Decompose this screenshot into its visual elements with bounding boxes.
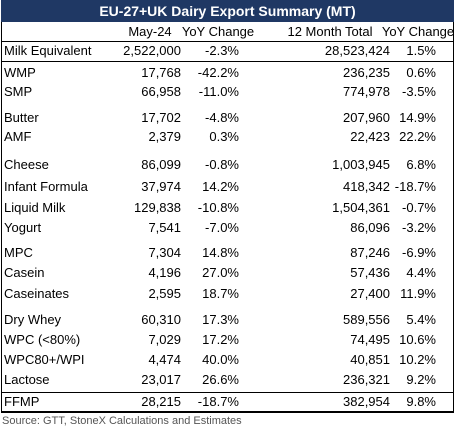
cell-value: 14.2%	[202, 179, 239, 194]
cell-value: 18.7%	[202, 286, 239, 301]
column-header: YoY Change	[381, 24, 455, 39]
cell-value: 0.3%	[209, 129, 239, 144]
cell-value: 14.9%	[399, 110, 436, 125]
cell-value: 11.9%	[400, 286, 436, 301]
cell-value: 236,235	[343, 65, 390, 80]
cell-value: 7,541	[148, 220, 181, 235]
cell-value: -0.8%	[205, 157, 239, 172]
column-header: YoY Change	[181, 24, 255, 39]
cell-value: 589,556	[343, 312, 390, 327]
cell-value: -18.7%	[197, 394, 239, 409]
row-label: Butter	[4, 110, 39, 125]
row-box	[1, 41, 454, 62]
row-label: Caseinates	[4, 286, 70, 301]
cell-value: 0.6%	[406, 65, 436, 80]
cell-value: 1,504,361	[332, 200, 390, 215]
cell-value: 2,522,000	[123, 43, 181, 58]
cell-value: 207,960	[343, 110, 390, 125]
cell-value: 4.4%	[406, 265, 436, 280]
row-label: WMP	[4, 65, 36, 80]
row-label: Cheese	[4, 157, 49, 172]
cell-value: 26.6%	[202, 372, 239, 387]
row-label: Dry Whey	[4, 312, 62, 327]
cell-value: 774,978	[343, 84, 390, 99]
row-label: AMF	[4, 129, 32, 144]
row-label: SMP	[4, 84, 33, 99]
cell-value: 28,215	[141, 394, 181, 409]
row-box	[1, 392, 454, 413]
cell-value: 27.0%	[202, 265, 239, 280]
cell-value: 17.2%	[202, 332, 239, 347]
cell-value: 236,321	[343, 372, 390, 387]
cell-value: 10.6%	[399, 332, 436, 347]
table-title: EU-27+UK Dairy Export Summary (MT)	[1, 0, 454, 22]
cell-value: 66,958	[141, 84, 181, 99]
cell-value: 14.8%	[202, 245, 239, 260]
row-label: Yogurt	[4, 220, 42, 235]
cell-value: 74,495	[350, 332, 390, 347]
cell-value: -3.5%	[402, 84, 436, 99]
cell-value: 17,768	[141, 65, 181, 80]
cell-value: 2,595	[148, 286, 181, 301]
cell-value: -4.8%	[205, 110, 239, 125]
cell-value: 86,096	[350, 220, 390, 235]
cell-value: 1.5%	[406, 43, 436, 58]
cell-value: -11.0%	[198, 84, 239, 99]
cell-value: 60,310	[141, 312, 181, 327]
row-label: Milk Equivalent	[4, 43, 92, 58]
cell-value: -10.8%	[197, 200, 239, 215]
cell-value: 4,474	[148, 352, 181, 367]
cell-value: -0.7%	[402, 200, 436, 215]
cell-value: 57,436	[350, 265, 390, 280]
cell-value: 4,196	[148, 265, 181, 280]
cell-value: 7,029	[148, 332, 181, 347]
cell-value: 17.3%	[202, 312, 239, 327]
cell-value: -6.9%	[402, 245, 436, 260]
cell-value: 27,400	[350, 286, 390, 301]
cell-value: 23,017	[141, 372, 181, 387]
row-label: Lactose	[4, 372, 50, 387]
cell-value: -18.7%	[394, 179, 436, 194]
cell-value: 6.8%	[406, 157, 436, 172]
cell-value: 22.2%	[399, 129, 436, 144]
row-label: FFMP	[4, 394, 40, 409]
cell-value: 129,838	[134, 200, 181, 215]
column-header: 12 Month Total	[287, 24, 373, 39]
cell-value: 22,423	[350, 129, 390, 144]
row-label: Casein	[4, 265, 45, 280]
row-label: WPC80+/WPI	[4, 352, 85, 367]
cell-value: 86,099	[141, 157, 181, 172]
cell-value: 10.2%	[399, 352, 436, 367]
cell-value: 9.8%	[406, 394, 436, 409]
cell-value: 40.0%	[202, 352, 239, 367]
cell-value: 7,304	[148, 245, 181, 260]
cell-value: -42.2%	[197, 65, 239, 80]
row-label: Infant Formula	[4, 179, 88, 194]
cell-value: 87,246	[350, 245, 390, 260]
source-note: Source: GTT, StoneX Calculations and Est…	[2, 415, 242, 427]
row-label: WPC (<80%)	[4, 332, 81, 347]
cell-value: 17,702	[141, 110, 181, 125]
cell-value: 37,974	[141, 179, 181, 194]
column-header: May-24	[128, 24, 172, 39]
row-label: MPC	[4, 245, 33, 260]
cell-value: 1,003,945	[332, 157, 390, 172]
cell-value: 2,379	[148, 129, 181, 144]
cell-value: 40,851	[350, 352, 390, 367]
cell-value: -3.2%	[402, 220, 436, 235]
row-label: Liquid Milk	[4, 200, 66, 215]
cell-value: -7.0%	[205, 220, 239, 235]
cell-value: 9.2%	[406, 372, 436, 387]
cell-value: 418,342	[343, 179, 390, 194]
cell-value: 28,523,424	[324, 43, 390, 58]
cell-value: 5.4%	[406, 312, 436, 327]
cell-value: 382,954	[343, 394, 390, 409]
cell-value: -2.3%	[205, 43, 239, 58]
